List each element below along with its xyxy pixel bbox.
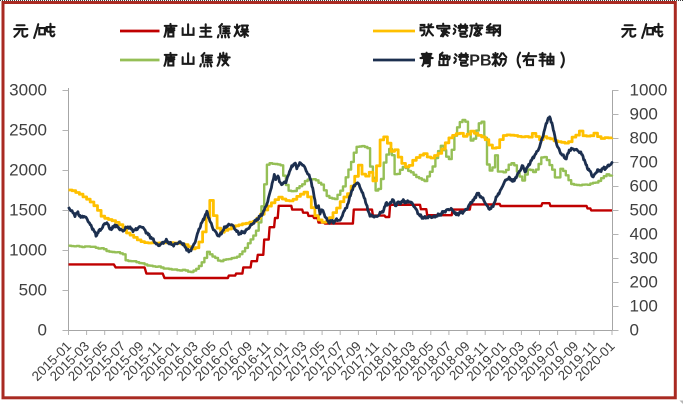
- svg-text:0: 0: [630, 321, 639, 340]
- svg-text:1000: 1000: [9, 241, 47, 260]
- svg-text:300: 300: [630, 249, 658, 268]
- svg-text:0: 0: [38, 321, 47, 340]
- svg-text:2500: 2500: [9, 121, 47, 140]
- svg-text:PB: PB: [469, 53, 491, 70]
- svg-text:200: 200: [630, 273, 658, 292]
- svg-text:800: 800: [630, 129, 658, 148]
- svg-text:100: 100: [630, 297, 658, 316]
- svg-text:700: 700: [630, 153, 658, 172]
- svg-text:2000: 2000: [9, 161, 47, 180]
- svg-text:1000: 1000: [630, 81, 668, 100]
- svg-text:1500: 1500: [9, 201, 47, 220]
- svg-text:400: 400: [630, 225, 658, 244]
- svg-text:500: 500: [19, 281, 47, 300]
- svg-text:900: 900: [630, 105, 658, 124]
- svg-text:600: 600: [630, 177, 658, 196]
- svg-text:500: 500: [630, 201, 658, 220]
- svg-text:3000: 3000: [9, 81, 47, 100]
